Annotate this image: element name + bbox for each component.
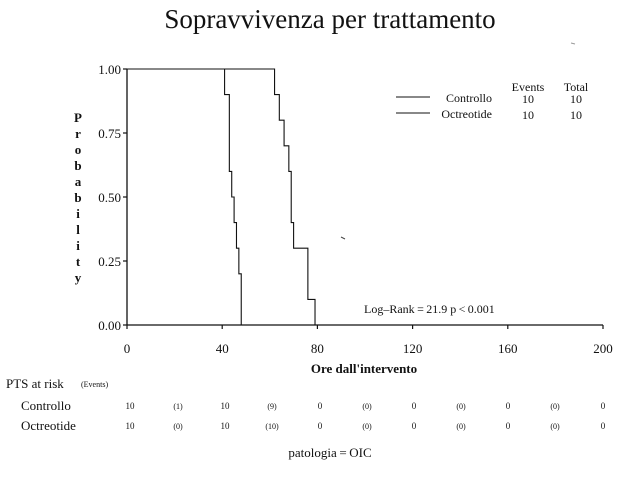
risk-row-label-controllo: Controllo	[21, 398, 71, 413]
risk-events-cell: (0)	[550, 422, 560, 431]
y-label-letter: o	[75, 142, 82, 157]
chart-title: Sopravvivenza per trattamento	[164, 4, 495, 34]
risk-count-cell: 0	[412, 421, 417, 431]
risk-events-cell: (10)	[265, 422, 279, 431]
x-tick-label: 40	[216, 341, 229, 356]
y-axis-ticks: 0.00 0.25 0.50 0.75 1.00	[98, 62, 127, 333]
legend-events-octreotide: 10	[522, 108, 534, 122]
legend: Events Total Controllo 10 10 Octreotide …	[396, 80, 589, 122]
legend-label-octreotide: Octreotide	[441, 107, 492, 121]
risk-count-cell: 10	[126, 401, 136, 411]
risk-events-cell: (0)	[550, 402, 560, 411]
y-label-letter: y	[75, 270, 82, 285]
x-axis-label: Ore dall'intervento	[311, 361, 417, 376]
risk-table-title: PTS at risk	[6, 376, 64, 391]
y-tick-label: 0.75	[98, 126, 121, 141]
x-axis-ticks: 0 40 80 120 160 200	[124, 325, 613, 356]
y-label-letter: b	[74, 158, 81, 173]
risk-count-cell: 0	[506, 401, 511, 411]
legend-label-controllo: Controllo	[446, 91, 492, 105]
risk-count-cell: 0	[506, 421, 511, 431]
log-rank-annotation: Log–Rank = 21.9 p < 0.001	[364, 302, 495, 316]
legend-header-events: Events	[512, 80, 545, 94]
risk-count-cell: 0	[601, 401, 606, 411]
y-label-letter: r	[75, 126, 81, 141]
risk-events-cell: (1)	[173, 402, 183, 411]
risk-count-cell: 0	[318, 401, 323, 411]
risk-table-events-label: (Events)	[81, 380, 108, 389]
y-tick-label: 0.50	[98, 190, 121, 205]
legend-events-controllo: 10	[522, 92, 534, 106]
pathology-footer: patologia = OIC	[288, 445, 371, 460]
y-label-letter: b	[74, 190, 81, 205]
risk-count-cell: 0	[601, 421, 606, 431]
risk-events-cell: (0)	[362, 422, 372, 431]
risk-events-cell: (0)	[362, 402, 372, 411]
risk-row-label-octreotide: Octreotide	[21, 418, 76, 433]
x-tick-label: 160	[498, 341, 518, 356]
y-tick-label: 0.25	[98, 254, 121, 269]
series-line-controllo	[127, 68, 242, 325]
y-label-letter: a	[75, 174, 82, 189]
y-tick-label: 0.00	[98, 318, 121, 333]
x-tick-label: 120	[403, 341, 423, 356]
y-label-letter: l	[76, 222, 80, 237]
y-tick-label: 1.00	[98, 62, 121, 77]
risk-events-cell: (0)	[456, 422, 466, 431]
risk-count-cell: 10	[221, 401, 231, 411]
series-layer	[127, 68, 316, 325]
series-line-octreotide	[127, 68, 316, 325]
legend-total-octreotide: 10	[570, 108, 582, 122]
risk-count-cell: 10	[221, 421, 231, 431]
y-label-letter: t	[76, 254, 81, 269]
risk-count-cell: 0	[412, 401, 417, 411]
legend-header-total: Total	[564, 80, 589, 94]
risk-events-cell: (0)	[173, 422, 183, 431]
x-tick-label: 80	[311, 341, 324, 356]
risk-events-cell: (9)	[267, 402, 277, 411]
risk-table-values: 10 (1) 10 (9) 0 (0) 0 (0) 0 (0) 0 10 (0) 10 (10) 0 (0) 0 (…	[126, 401, 606, 431]
scan-mark	[570, 42, 576, 45]
risk-count-cell: 10	[126, 421, 136, 431]
legend-total-controllo: 10	[570, 92, 582, 106]
y-label-letter: P	[74, 110, 82, 125]
risk-count-cell: 0	[318, 421, 323, 431]
y-label-letter: i	[76, 206, 80, 221]
x-tick-label: 200	[593, 341, 613, 356]
risk-events-cell: (0)	[456, 402, 466, 411]
y-label-letter: i	[76, 238, 80, 253]
x-tick-label: 0	[124, 341, 131, 356]
scan-mark	[340, 236, 346, 240]
